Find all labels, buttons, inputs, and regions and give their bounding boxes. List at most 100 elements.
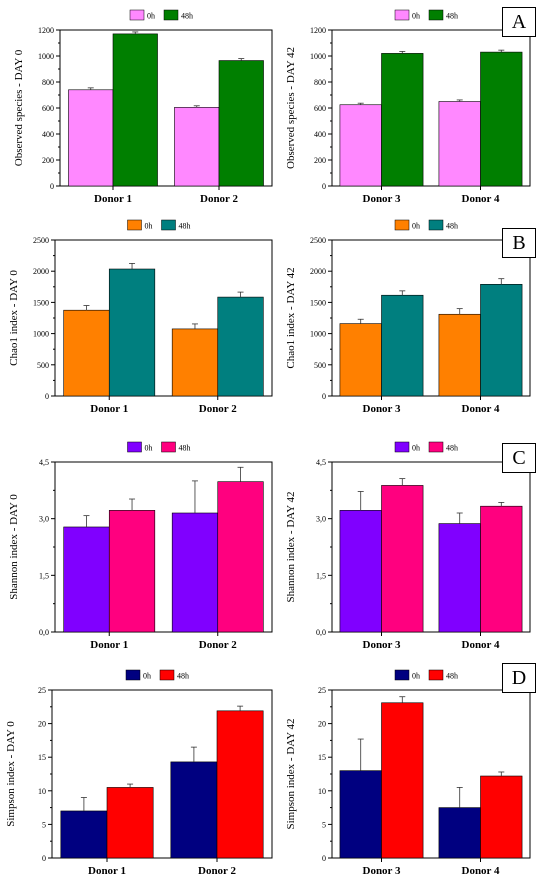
y-tick-label: 4,5 [316, 458, 326, 467]
legend-swatch-48h [428, 9, 444, 21]
y-tick-label: 0 [50, 182, 54, 191]
legend-label-48h: 48h [446, 12, 458, 21]
y-tick-label: 25 [318, 686, 326, 695]
legend-swatch-0h [127, 219, 142, 231]
bar-0h-donor-4 [438, 313, 481, 397]
legend-swatch-48h [161, 441, 176, 453]
x-tick-label: Donor 2 [198, 865, 236, 877]
bar-0h-donor-4 [438, 807, 481, 859]
bar-0h-donor-3 [339, 510, 382, 633]
bar-0h-donor-4 [438, 101, 481, 187]
y-tick-label: 15 [38, 753, 46, 762]
chart-a-left: 0 200 400 600 800 1000 1200 Observed species - … [13, 9, 273, 205]
bar-0h-donor-3 [339, 323, 382, 397]
legend-swatch-0h [129, 9, 145, 21]
x-tick-label: Donor 1 [88, 865, 126, 877]
legend-swatch-0h [394, 669, 410, 681]
y-tick-label: 1200 [310, 26, 326, 35]
y-tick-label: 5 [42, 820, 46, 829]
bar-0h-donor-1 [68, 89, 114, 187]
y-tick-label: 400 [42, 130, 54, 139]
y-tick-label: 1000 [310, 52, 326, 61]
bar-0h-donor-1 [60, 810, 108, 859]
legend-label-48h: 48h [179, 222, 191, 231]
bar-48h-donor-2 [217, 481, 264, 633]
y-tick-label: 20 [318, 720, 326, 729]
bar-0h-donor-3 [339, 104, 382, 187]
x-tick-label: Donor 4 [462, 639, 500, 651]
legend-swatch-48h [428, 219, 444, 231]
legend-label-0h: 0h [412, 12, 420, 21]
x-tick-label: Donor 2 [200, 193, 238, 205]
y-tick-label: 20 [38, 720, 46, 729]
x-tick-label: Donor 3 [363, 865, 401, 877]
y-tick-label: 0 [322, 392, 326, 401]
y-tick-label: 1500 [33, 298, 49, 307]
legend-label-0h: 0h [412, 222, 420, 231]
y-tick-label: 1,5 [316, 571, 326, 580]
bar-48h-donor-2 [216, 710, 264, 859]
y-tick-label: 0,0 [39, 628, 49, 637]
x-tick-label: Donor 3 [363, 639, 401, 651]
x-tick-label: Donor 4 [462, 193, 500, 205]
bar-48h-donor-1 [106, 787, 154, 859]
y-tick-label: 0 [322, 182, 326, 191]
y-axis-label: Shannon index - DAY 42 [285, 491, 297, 602]
bar-48h-donor-4 [480, 284, 523, 397]
chart-b-left: 0 500 1000 1500 2000 2500 Chao1 index - DAY 0 D… [8, 219, 273, 415]
panel-letter-a: A [502, 7, 536, 37]
x-tick-label: Donor 2 [199, 639, 237, 651]
x-tick-label: Donor 3 [363, 193, 401, 205]
y-axis-label: Observed species - DAY 42 [285, 47, 297, 169]
legend-label-48h: 48h [177, 672, 189, 681]
bar-48h-donor-1 [108, 268, 156, 397]
y-axis-label: Simpson index - DAY 0 [5, 721, 17, 827]
y-tick-label: 0 [322, 854, 326, 863]
bar-48h-donor-4 [480, 51, 523, 187]
y-tick-label: 500 [37, 361, 49, 370]
legend-swatch-0h [394, 9, 410, 21]
y-tick-label: 600 [314, 104, 326, 113]
legend-swatch-0h [394, 219, 410, 231]
y-axis-label: Shannon index - DAY 0 [8, 494, 20, 600]
bar-48h-donor-3 [381, 53, 424, 187]
bar-0h-donor-2 [174, 107, 220, 187]
y-tick-label: 1000 [310, 330, 326, 339]
panel-letter-c: C [502, 443, 536, 473]
legend-label-0h: 0h [412, 672, 420, 681]
legend-label-48h: 48h [446, 444, 458, 453]
chart-d-right: 0 5 10 15 20 25 Simpson index - DAY 42 Donor 3 D… [285, 669, 531, 877]
bar-48h-donor-4 [480, 775, 523, 859]
x-tick-label: Donor 1 [90, 403, 128, 415]
panel-letter-b: B [502, 228, 536, 258]
legend-swatch-48h [163, 9, 179, 21]
y-tick-label: 3,0 [39, 515, 49, 524]
bar-0h-donor-2 [171, 328, 219, 397]
x-tick-label: Donor 3 [363, 403, 401, 415]
y-tick-label: 1000 [38, 52, 54, 61]
y-axis-label: Chao1 index - DAY 0 [8, 270, 20, 366]
y-tick-label: 1200 [38, 26, 54, 35]
bar-48h-donor-3 [381, 294, 424, 397]
y-tick-label: 4,5 [39, 458, 49, 467]
chart-a-right: 0 200 400 600 800 1000 1200 Observed species - … [285, 9, 531, 205]
legend-swatch-0h [125, 669, 141, 681]
y-tick-label: 600 [42, 104, 54, 113]
y-tick-label: 1500 [310, 298, 326, 307]
panel-letter-d: D [502, 663, 536, 693]
bar-48h-donor-1 [108, 510, 156, 633]
x-tick-label: Donor 2 [199, 403, 237, 415]
y-tick-label: 2500 [33, 236, 49, 245]
chart-b-right: 0 500 1000 1500 2000 2500 Chao1 index - DAY 42… [285, 219, 531, 415]
y-axis-label: Chao1 index - DAY 42 [285, 267, 297, 368]
legend-swatch-0h [127, 441, 142, 453]
bar-0h-donor-2 [171, 512, 219, 633]
y-tick-label: 200 [42, 156, 54, 165]
chart-d-left: 0 5 10 15 20 25 Simpson index - DAY 0 Donor 1 Do… [5, 669, 273, 877]
y-axis-label: Observed species - DAY 0 [13, 49, 25, 166]
y-tick-label: 1,5 [39, 571, 49, 580]
x-tick-label: Donor 1 [94, 193, 132, 205]
y-tick-label: 2500 [310, 236, 326, 245]
legend-label-0h: 0h [412, 444, 420, 453]
